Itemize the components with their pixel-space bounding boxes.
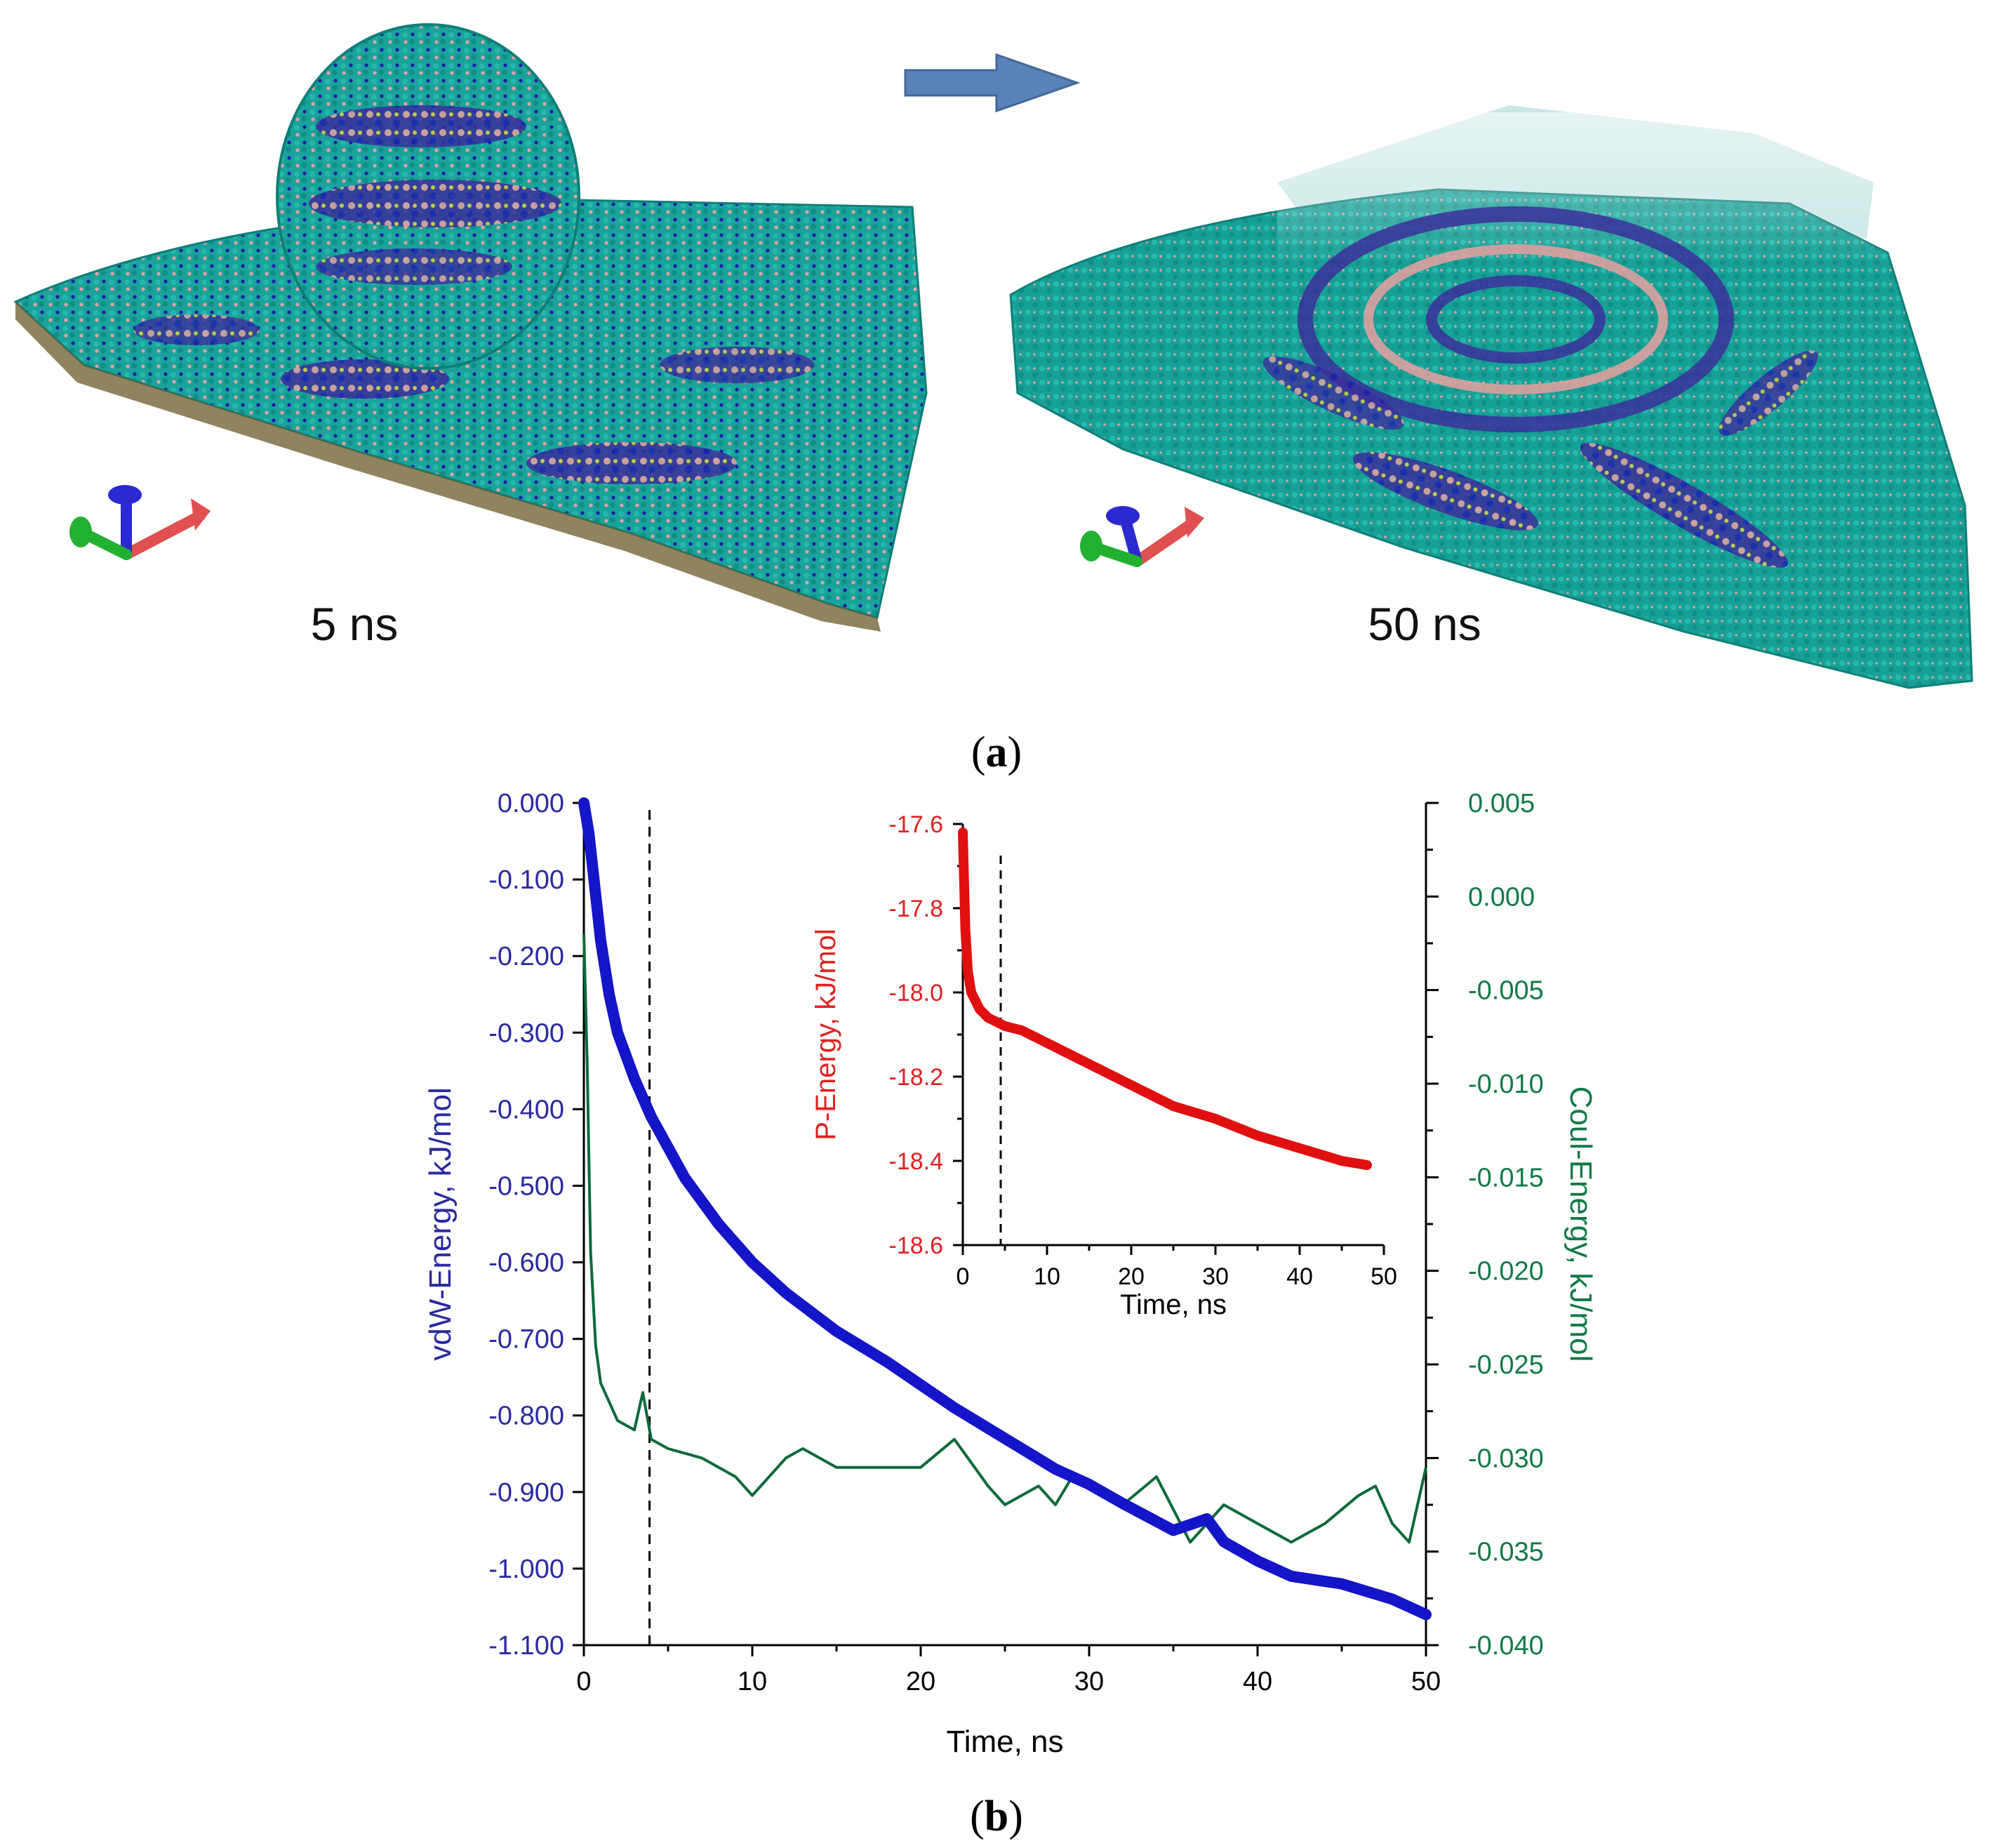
- inset-x-tick-label: 0: [956, 1263, 970, 1290]
- left-y-tick-label: 0.000: [498, 789, 564, 818]
- blob-stripe: [281, 359, 449, 399]
- snapshot-right-label: 50 ns: [1368, 598, 1481, 650]
- inset-y-tick-label: -18.6: [889, 1232, 944, 1259]
- vesicle-band: [316, 248, 512, 285]
- right-arrow-icon: [904, 53, 1081, 113]
- dome-ring: [1426, 275, 1606, 364]
- blob-stripe: [526, 442, 737, 484]
- right-y-tick-label: -0.040: [1468, 1631, 1544, 1661]
- left-y-tick-label: -0.300: [488, 1018, 564, 1048]
- x-tick-label: 20: [906, 1667, 935, 1696]
- right-y-tick-label: -0.005: [1468, 976, 1544, 1006]
- blob-stripe: [133, 314, 260, 345]
- x-tick-label: 30: [1074, 1667, 1104, 1696]
- time-arrow: [904, 53, 1081, 113]
- left-y-tick-label: -0.400: [488, 1095, 564, 1124]
- panel-b-close: ): [1008, 1793, 1023, 1840]
- inset-y-tick-label: -17.8: [889, 896, 944, 922]
- left-y-tick-label: -1.100: [488, 1631, 564, 1661]
- right-y-tick-label: -0.030: [1468, 1444, 1544, 1473]
- inset-y-axis-title: P-Energy, kJ/mol: [811, 929, 841, 1141]
- inset-x-tick-label: 40: [1286, 1263, 1313, 1290]
- right-y-tick-label: -0.035: [1468, 1538, 1544, 1567]
- axes-triad-right: [1080, 506, 1204, 567]
- inset-y-tick-label: -18.4: [889, 1148, 944, 1175]
- snapshot-5ns: [13, 23, 928, 632]
- left-y-tick-label: -0.700: [488, 1325, 564, 1355]
- domain-stripe: [1353, 452, 1538, 531]
- blob-stripe: [660, 347, 814, 383]
- domain-stripe: [1719, 350, 1818, 436]
- inset-y-tick-label: -18.2: [889, 1064, 944, 1091]
- inset-x-tick-label: 50: [1371, 1263, 1397, 1290]
- inset-background: [959, 820, 1389, 1152]
- left-y-tick-label: -0.800: [488, 1402, 564, 1431]
- x-tick-label: 0: [576, 1667, 591, 1696]
- left-y-tick-label: -0.100: [488, 865, 564, 895]
- inset-x-tick-label: 10: [1034, 1263, 1060, 1290]
- inset-x-tick-label: 20: [1118, 1263, 1145, 1290]
- vdw-energy-line: [578, 797, 1432, 1621]
- panel-a-open: (: [971, 729, 986, 776]
- dome-ring: [1364, 244, 1668, 394]
- right-y-tick-label: -0.025: [1468, 1350, 1544, 1380]
- left-y-tick-label: -0.200: [488, 942, 564, 971]
- main-ticks: 0 10 20 30 40 50 0.000 -0.100 -0.200 -0.300 -0.400…: [488, 789, 1544, 1696]
- panel-a-letter: a: [986, 729, 1008, 776]
- panel-b-label: (b): [970, 1793, 1023, 1840]
- right-y-tick-label: -0.020: [1468, 1257, 1544, 1287]
- inset-x-axis-title: Time, ns: [1120, 1289, 1227, 1320]
- panel-b-open: (: [970, 1793, 985, 1840]
- inset-x-tick-label: 30: [1202, 1263, 1229, 1290]
- inset-ticks: 0 10 20 30 40 50 -17.6 -17.8 -18.0 -18.2 -18.4 -18.…: [889, 811, 1397, 1290]
- left-y-tick-label: -1.000: [488, 1555, 564, 1584]
- domain-stripe: [1580, 443, 1788, 568]
- inset-y-tick-label: -18.0: [889, 980, 944, 1006]
- x-tick-label: 40: [1243, 1667, 1272, 1696]
- main-chart: 0 10 20 30 40 50 0.000 -0.100 -0.200 -0.300 -0.400…: [423, 789, 1598, 1759]
- vdw-y-axis-title: vdW-Energy, kJ/mol: [423, 1087, 458, 1361]
- p-energy-line: [958, 827, 1372, 1170]
- inset-chart: 0 10 20 30 40 50 -17.6 -17.8 -18.0 -18.2 -18.4 -18.…: [811, 811, 1397, 1320]
- left-y-tick-label: -0.600: [488, 1249, 564, 1278]
- x-tick-label: 10: [738, 1667, 767, 1696]
- left-y-tick-label: -0.500: [488, 1171, 564, 1201]
- right-y-tick-label: 0.000: [1468, 882, 1535, 912]
- right-y-tick-label: 0.005: [1468, 789, 1535, 818]
- coul-energy-line: [582, 933, 1427, 1544]
- left-y-tick-label: -0.900: [488, 1478, 564, 1508]
- dome-ring: [1298, 206, 1734, 432]
- snapshot-50ns: [1009, 105, 1973, 689]
- snapshot-left-label: 5 ns: [311, 598, 399, 650]
- x-tick-label: 50: [1411, 1667, 1441, 1696]
- membrane-slab-edge-5ns: [15, 302, 881, 632]
- panel-a-close: ): [1008, 729, 1022, 776]
- panel-a-label: (a): [971, 729, 1022, 776]
- coul-y-axis-title: Coul-Energy, kJ/mol: [1564, 1086, 1598, 1362]
- axes-triad-left: [69, 485, 211, 560]
- vesicle-band: [309, 180, 561, 227]
- vesicle-band: [316, 105, 526, 147]
- right-y-tick-label: -0.015: [1468, 1163, 1544, 1192]
- main-x-axis-title: Time, ns: [946, 1724, 1063, 1759]
- inset-y-tick-label: -17.6: [889, 811, 944, 838]
- domain-stripe: [1262, 356, 1404, 430]
- panel-b-letter: b: [985, 1793, 1008, 1840]
- right-y-tick-label: -0.010: [1468, 1070, 1544, 1099]
